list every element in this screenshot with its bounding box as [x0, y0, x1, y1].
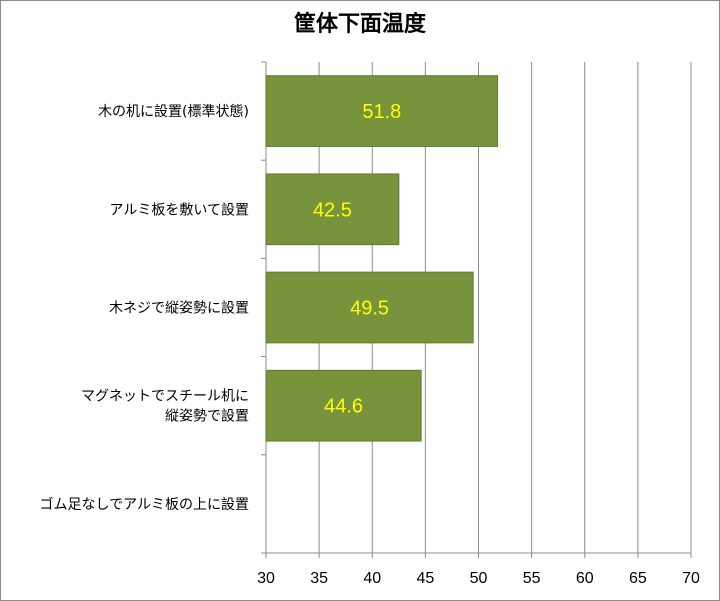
data-label: 44.6	[324, 396, 363, 418]
bar	[265, 369, 422, 442]
chart-title: 筐体下面温度	[293, 12, 426, 37]
bar	[265, 75, 499, 147]
x-tick-label: 70	[682, 570, 700, 587]
category-label: マグネットでスチール机に縦姿勢で設置	[81, 389, 249, 425]
data-label: 49.5	[350, 298, 389, 320]
x-tick-label: 65	[629, 570, 647, 587]
bar	[265, 271, 474, 344]
x-tick-label: 45	[416, 570, 434, 587]
x-tick-label: 30	[257, 570, 275, 587]
category-label-line: ゴム足なしでアルミ板の上に設置	[40, 496, 249, 513]
category-label-line: 縦姿勢で設置	[165, 409, 249, 425]
category-label-line: アルミ板を敷いて設置	[110, 202, 249, 218]
x-tick-label: 40	[363, 570, 381, 587]
category-label: ゴム足なしでアルミ板の上に設置	[40, 496, 249, 513]
bar	[265, 173, 400, 246]
category-label-line: マグネットでスチール机に	[81, 389, 249, 405]
x-tick-label: 35	[310, 570, 328, 587]
data-label: 51.8	[362, 101, 401, 123]
category-label: 木の机に設置(標準状態)	[98, 104, 249, 120]
data-label: 42.5	[313, 199, 352, 221]
category-label-line: 木ネジで縦姿勢に設置	[109, 301, 249, 317]
category-label: アルミ板を敷いて設置	[110, 202, 249, 218]
x-tick-label: 50	[470, 570, 488, 587]
x-tick-label: 60	[576, 570, 594, 587]
category-label: 木ネジで縦姿勢に設置	[109, 301, 249, 317]
category-label-line: 木の机に設置(標準状態)	[98, 104, 249, 120]
x-tick-label: 55	[523, 570, 541, 587]
